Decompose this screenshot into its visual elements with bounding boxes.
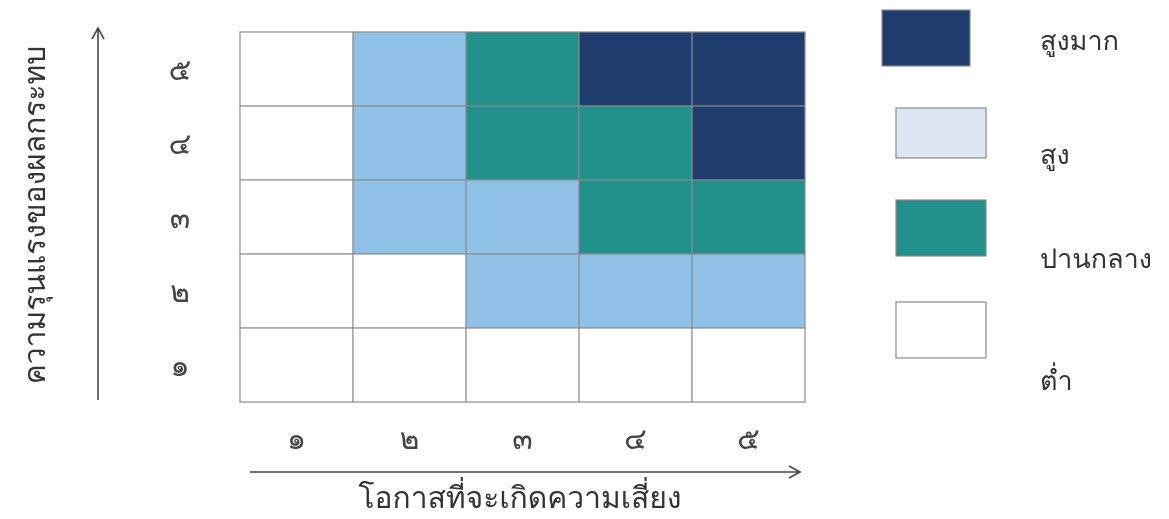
y-tick-label: ๑ <box>170 349 189 384</box>
y-tick-label: ๔ <box>169 127 192 162</box>
y-tick-label: ๕ <box>169 53 192 88</box>
matrix-cells <box>239 31 806 403</box>
x-tick-label: ๔ <box>624 422 647 457</box>
x-tick-labels: ๑ ๒ ๓ ๔ ๕ <box>287 422 760 457</box>
matrix-cell-r5-c3 <box>465 327 580 403</box>
matrix-cell-r5-c5 <box>691 327 806 403</box>
matrix-cell-r4-c5 <box>691 253 806 329</box>
x-tick-label: ๒ <box>400 422 420 457</box>
legend-swatch-medium <box>895 199 987 257</box>
matrix-cell-r3-c2 <box>352 179 467 255</box>
matrix-cell-r2-c1 <box>239 105 354 181</box>
legend-label-low: ต่ำ <box>1040 362 1073 397</box>
legend-label-very-high: สูงมาก <box>1040 26 1119 57</box>
matrix-cell-r2-c2 <box>352 105 467 181</box>
matrix-cell-r4-c3 <box>465 253 580 329</box>
legend-swatch-high <box>895 107 987 159</box>
matrix-cell-r5-c2 <box>352 327 467 403</box>
matrix-cell-r3-c1 <box>239 179 354 255</box>
y-tick-label: ๓ <box>170 201 191 236</box>
matrix-cell-r2-c4 <box>578 105 693 181</box>
y-axis-title: ความรุนแรงของผลกระทบ <box>18 46 54 385</box>
x-tick-label: ๑ <box>287 422 306 457</box>
y-tick-label: ๒ <box>170 275 190 310</box>
matrix-cell-r2-c5 <box>691 105 806 181</box>
legend-swatch-very-high <box>881 9 971 67</box>
legend-swatch-low <box>895 301 987 359</box>
x-axis-title: โอกาสที่จะเกิดความเสี่ยง <box>358 477 681 516</box>
matrix-cell-r1-c3 <box>465 31 580 107</box>
matrix-cell-r1-c2 <box>352 31 467 107</box>
matrix-cell-r4-c4 <box>578 253 693 329</box>
matrix-cell-r1-c1 <box>239 31 354 107</box>
legend-label-medium: ปานกลาง <box>1040 244 1152 275</box>
matrix-cell-r2-c3 <box>465 105 580 181</box>
matrix-cell-r1-c4 <box>578 31 693 107</box>
legend-label-high: สูง <box>1040 140 1070 171</box>
x-tick-label: ๓ <box>512 422 533 457</box>
matrix-cell-r3-c5 <box>691 179 806 255</box>
x-tick-label: ๕ <box>737 422 760 457</box>
matrix-cell-r4-c2 <box>352 253 467 329</box>
matrix-cell-r5-c1 <box>239 327 354 403</box>
matrix-cell-r5-c4 <box>578 327 693 403</box>
matrix-cell-r3-c4 <box>578 179 693 255</box>
matrix-cell-r3-c3 <box>465 179 580 255</box>
matrix-cell-r4-c1 <box>239 253 354 329</box>
matrix-cell-r1-c5 <box>691 31 806 107</box>
